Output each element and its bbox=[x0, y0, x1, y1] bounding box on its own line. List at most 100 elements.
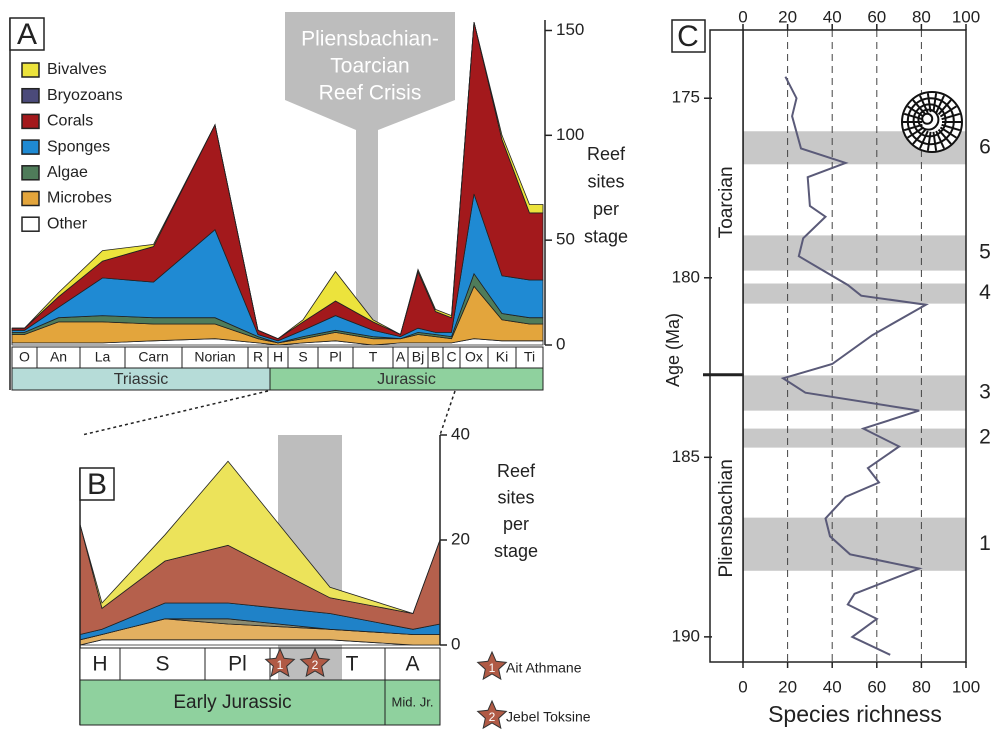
x-tick-label: 100 bbox=[952, 7, 980, 26]
site-number: 1 bbox=[277, 658, 284, 672]
y-tick-label: 190 bbox=[672, 626, 700, 645]
y-axis-label: stage bbox=[584, 226, 628, 246]
site-name: Jebel Toksine bbox=[506, 709, 591, 725]
band-label: 6 bbox=[979, 135, 991, 158]
y-axis-label: Reef bbox=[587, 144, 626, 164]
period-label: Early Jurassic bbox=[173, 692, 291, 713]
y-axis-label: per bbox=[593, 199, 619, 219]
period-label: Mid. Jr. bbox=[392, 694, 434, 709]
x-tick-label: 80 bbox=[912, 7, 931, 26]
icon-part bbox=[907, 126, 925, 139]
event-band bbox=[743, 283, 966, 304]
x-tick-label: O bbox=[19, 349, 30, 365]
site-number: 1 bbox=[489, 661, 496, 675]
icon-part bbox=[932, 93, 938, 113]
legend-label: Other bbox=[47, 215, 88, 232]
site-number: 2 bbox=[312, 658, 319, 672]
icon-part bbox=[903, 123, 923, 132]
x-tick-label: La bbox=[95, 349, 111, 365]
icon-part bbox=[926, 93, 932, 113]
annotation: Pliensbachian- bbox=[301, 28, 439, 51]
icon-part bbox=[941, 112, 961, 121]
legend-swatch bbox=[21, 216, 40, 232]
legend-label: Corals bbox=[47, 113, 93, 130]
stage-label: Toarcian bbox=[716, 166, 737, 238]
event-band bbox=[743, 428, 966, 448]
icon-part bbox=[939, 105, 957, 118]
icon-part bbox=[937, 128, 952, 145]
icon-part bbox=[939, 126, 957, 139]
icon-part bbox=[917, 108, 940, 131]
y-axis-label: sites bbox=[497, 487, 534, 507]
x-tick-label: 0 bbox=[738, 677, 747, 696]
site-star bbox=[476, 699, 508, 730]
legend-label: Bryozoans bbox=[47, 87, 123, 104]
x-tick-label: S bbox=[298, 349, 307, 365]
period-label: Jurassic bbox=[377, 371, 436, 388]
x-tick-label: Ox bbox=[465, 349, 483, 365]
panel-label: B bbox=[87, 468, 107, 501]
icon-part bbox=[907, 105, 925, 118]
x-tick-label: H bbox=[92, 653, 107, 676]
band-label: 1 bbox=[979, 532, 991, 555]
panel-label: C bbox=[677, 20, 699, 53]
icon-part bbox=[919, 95, 929, 114]
band-label: 4 bbox=[979, 281, 991, 304]
y-axis-label: Age (Ma) bbox=[663, 313, 683, 387]
icon-part bbox=[937, 99, 952, 116]
site-name: Ait Athmane bbox=[506, 660, 582, 676]
y-tick-label: 0 bbox=[451, 634, 460, 653]
icon-part bbox=[932, 131, 938, 151]
icon-part bbox=[941, 123, 961, 132]
panel-label-box bbox=[671, 19, 706, 53]
x-tick-label: 0 bbox=[738, 7, 747, 26]
x-tick-label: Ti bbox=[524, 349, 535, 365]
icon-part bbox=[926, 131, 932, 151]
x-tick-label: Pl bbox=[329, 349, 341, 365]
legend-label: Sponges bbox=[47, 138, 110, 155]
site-number: 2 bbox=[489, 710, 496, 724]
legend-swatch bbox=[21, 113, 40, 130]
y-tick-label: 185 bbox=[672, 447, 700, 466]
x-tick-label: 40 bbox=[823, 677, 842, 696]
x-tick-label: 60 bbox=[867, 7, 886, 26]
x-tick-label: S bbox=[155, 653, 169, 676]
x-tick-label: C bbox=[446, 349, 456, 365]
y-axis-label: stage bbox=[494, 541, 538, 561]
panel-label: A bbox=[17, 18, 37, 51]
x-tick-label: 20 bbox=[778, 7, 797, 26]
stage-box bbox=[384, 647, 441, 681]
x-tick-label: Norian bbox=[194, 349, 235, 365]
x-tick-label: 20 bbox=[778, 677, 797, 696]
x-tick-label: T bbox=[369, 349, 378, 365]
crisis-marker bbox=[285, 12, 455, 338]
legend-label: Microbes bbox=[47, 190, 112, 207]
x-tick-label: A bbox=[396, 349, 406, 365]
stage-box bbox=[709, 373, 744, 663]
panel-label-box bbox=[9, 17, 45, 51]
x-tick-label: B bbox=[431, 349, 440, 365]
event-band bbox=[743, 235, 966, 271]
site-star bbox=[264, 647, 296, 678]
icon-part bbox=[903, 112, 923, 121]
legend-swatch bbox=[21, 190, 40, 207]
icon-part bbox=[912, 128, 927, 145]
annotation: Reef Crisis bbox=[319, 82, 422, 105]
connector bbox=[81, 390, 269, 436]
legend-label: Bivalves bbox=[47, 61, 107, 78]
band-label: 3 bbox=[979, 381, 991, 404]
x-tick-label: R bbox=[253, 349, 263, 365]
y-tick-label: 40 bbox=[451, 424, 470, 443]
x-tick-label: Bj bbox=[412, 349, 424, 365]
x-axis-label: Species richness bbox=[768, 701, 942, 727]
site-star bbox=[476, 650, 508, 681]
y-tick-label: 180 bbox=[672, 267, 700, 286]
y-axis-label: Reef bbox=[497, 461, 536, 481]
y-tick-label: 0 bbox=[556, 334, 565, 353]
icon-part bbox=[935, 95, 945, 114]
icon-part bbox=[912, 99, 927, 116]
event-band bbox=[743, 517, 966, 571]
connector bbox=[439, 390, 456, 436]
stage-box bbox=[709, 29, 744, 376]
y-tick-label: 150 bbox=[556, 20, 584, 39]
